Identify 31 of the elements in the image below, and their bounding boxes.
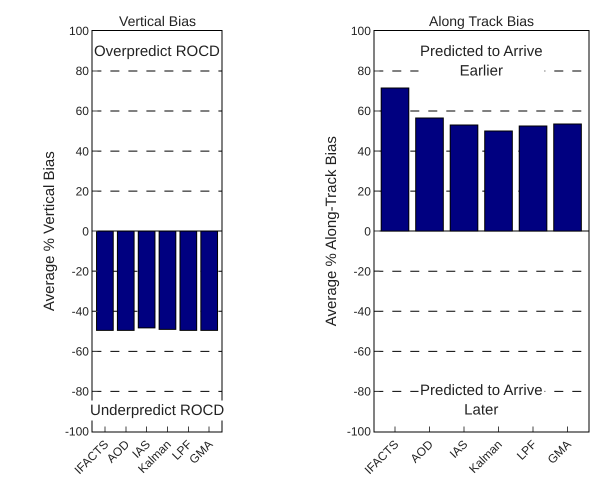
y-axis-title: Average % Along-Track Bias: [323, 136, 340, 326]
annotation: Overpredict ROCD: [94, 43, 220, 60]
y-tick-label: 0: [82, 224, 90, 238]
y-tick-label: 60: [358, 104, 372, 118]
y-tick-label: 100: [68, 24, 90, 38]
annotation: Predicted to Arrive Later: [420, 382, 543, 418]
y-tick-label: 0: [364, 224, 372, 238]
y-tick-label: -40: [354, 304, 372, 318]
x-tick-label: IAS: [446, 437, 470, 461]
y-tick-label: -100: [64, 424, 90, 439]
annotation: Predicted to Arrive Earlier: [420, 43, 543, 80]
y-tick-label: 60: [76, 104, 90, 118]
y-tick-label: 20: [76, 184, 90, 198]
y-tick-label: -20: [354, 264, 372, 278]
y-tick-label: -20: [72, 264, 90, 278]
y-tick-label: 100: [350, 24, 372, 38]
chart-title: Vertical Bias: [119, 13, 196, 29]
y-tick-label: -80: [72, 384, 90, 399]
y-tick-label: 40: [358, 144, 372, 158]
y-tick-label: -60: [72, 344, 90, 359]
annotation: Underpredict ROCD: [90, 402, 224, 419]
chart-title: Along Track Bias: [429, 13, 534, 29]
y-axis-title: Average % Vertical Bias: [41, 151, 58, 312]
y-tick-label: -60: [354, 344, 372, 359]
y-tick-label: 80: [358, 64, 372, 78]
y-tick-label: 20: [358, 184, 372, 198]
y-tick-label: 80: [76, 64, 90, 78]
y-tick-label: -80: [354, 384, 372, 399]
y-tick-label: 40: [76, 144, 90, 158]
y-tick-label: -100: [346, 424, 372, 439]
y-tick-label: -40: [72, 304, 90, 318]
